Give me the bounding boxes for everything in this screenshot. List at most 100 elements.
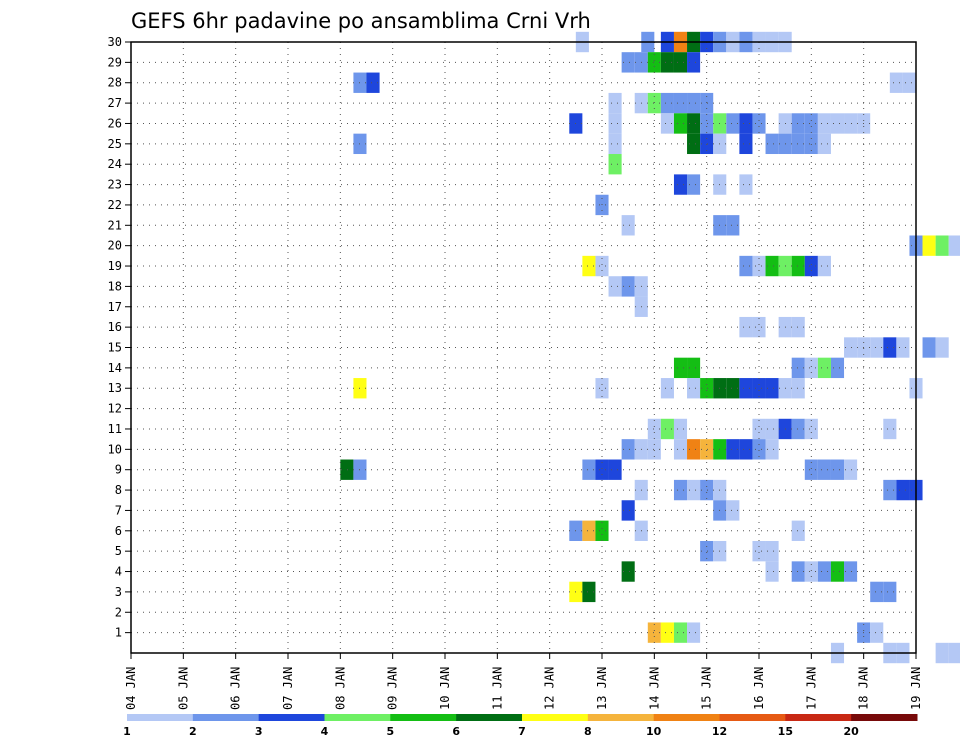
precip-cell — [687, 92, 701, 114]
precip-cell — [765, 378, 779, 399]
precip-cell — [700, 92, 714, 114]
precip-cell — [883, 418, 897, 440]
colorbar: 1 2 3 4 5 6 7 8 10 12 15 20 — [123, 714, 918, 738]
precip-cell — [844, 337, 858, 358]
y-tick-label: 27 — [108, 96, 122, 110]
precip-cell — [647, 52, 661, 73]
x-tick-label: 19 JAN — [909, 667, 923, 710]
precip-cell — [647, 92, 661, 114]
precip-cell — [883, 581, 897, 603]
precip-cell — [700, 479, 714, 501]
y-tick-label: 24 — [108, 157, 122, 171]
precip-cell — [687, 357, 701, 379]
precip-cell — [660, 52, 674, 73]
precip-cell — [647, 418, 661, 440]
precip-cell — [870, 622, 884, 643]
y-tick-label: 7 — [115, 503, 122, 517]
colorbar-segment — [719, 714, 786, 721]
y-tick-label: 11 — [108, 422, 122, 436]
precip-cell — [870, 581, 884, 603]
precip-cell — [687, 133, 701, 155]
y-tick-label: 19 — [108, 259, 122, 273]
precip-cell — [660, 378, 674, 399]
colorbar-label: 15 — [778, 725, 793, 738]
precip-cell — [896, 479, 910, 501]
precip-cell — [660, 113, 674, 134]
precip-cell — [804, 133, 818, 155]
x-tick-label: 04 JAN — [124, 667, 138, 710]
precip-cell — [660, 622, 674, 643]
precip-cell — [726, 113, 740, 134]
precip-cell — [700, 113, 714, 134]
precip-cell — [739, 378, 753, 399]
x-axis-ticks: 04 JAN 05 JAN 06 JAN 07 JAN 08 JAN 09 JAN 10 J… — [124, 653, 923, 710]
precip-cell — [889, 72, 903, 93]
precip-cell — [791, 113, 805, 134]
precip-cell — [739, 316, 753, 338]
y-tick-label: 2 — [115, 605, 122, 619]
precip-cell — [582, 459, 596, 480]
precip-cell — [621, 439, 635, 460]
colorbar-segment — [587, 714, 655, 721]
y-tick-label: 9 — [115, 463, 122, 477]
x-tick-label: 09 JAN — [386, 667, 400, 710]
x-tick-label: 15 JAN — [700, 667, 714, 710]
x-tick-label: 07 JAN — [281, 667, 295, 710]
x-tick-label: 06 JAN — [229, 667, 243, 710]
y-tick-label: 1 — [115, 626, 122, 640]
precip-cell — [340, 459, 354, 480]
y-tick-label: 20 — [108, 239, 122, 253]
precip-cell — [935, 642, 949, 664]
precip-cell — [804, 357, 818, 379]
precip-cell — [791, 357, 805, 379]
precip-cell — [804, 418, 818, 440]
colorbar-label: 7 — [518, 725, 526, 738]
precip-cell — [673, 52, 688, 73]
precip-cell — [752, 255, 766, 277]
precip-cell — [673, 439, 688, 460]
precip-cell — [739, 439, 753, 460]
precip-cell — [765, 255, 779, 277]
y-tick-label: 17 — [108, 300, 122, 314]
precip-cell — [608, 276, 622, 297]
y-tick-label: 28 — [108, 76, 122, 90]
precip-cell — [673, 479, 688, 501]
precip-cell — [765, 561, 779, 582]
precip-cell — [765, 133, 779, 155]
precip-cell — [844, 561, 858, 582]
y-tick-label: 6 — [115, 524, 122, 538]
y-tick-label: 13 — [108, 381, 122, 395]
precip-cell — [608, 459, 622, 480]
precip-cell — [817, 459, 831, 480]
chart-title: GEFS 6hr padavine po ansamblima Crni Vrh — [131, 9, 591, 33]
colorbar-label: 4 — [321, 725, 329, 738]
precip-cell — [621, 561, 635, 582]
precip-cell — [922, 235, 936, 256]
precip-cell — [830, 357, 845, 379]
colorbar-label: 8 — [584, 725, 592, 738]
precip-cell — [726, 439, 740, 460]
y-tick-label: 26 — [108, 116, 122, 130]
colorbar-label: 20 — [844, 725, 860, 738]
precip-cell — [366, 72, 380, 93]
precip-cell — [687, 439, 701, 460]
colorbar-label: 6 — [452, 725, 460, 738]
y-tick-label: 21 — [108, 218, 122, 232]
precip-cell — [608, 154, 622, 175]
precip-cell — [726, 378, 740, 399]
precip-cell — [844, 459, 858, 480]
y-tick-label: 22 — [108, 198, 122, 212]
colorbar-segment — [324, 714, 391, 721]
precip-cell — [830, 459, 845, 480]
precip-cell — [739, 133, 753, 155]
precip-cell — [621, 52, 635, 73]
precip-cell — [804, 113, 818, 134]
precip-cell — [817, 561, 831, 582]
precip-cell — [791, 520, 805, 541]
precip-cell — [726, 215, 740, 236]
precip-cell — [595, 255, 609, 277]
grid-lines — [131, 41, 916, 653]
precip-cell — [608, 92, 622, 114]
x-tick-label: 08 JAN — [333, 667, 347, 710]
